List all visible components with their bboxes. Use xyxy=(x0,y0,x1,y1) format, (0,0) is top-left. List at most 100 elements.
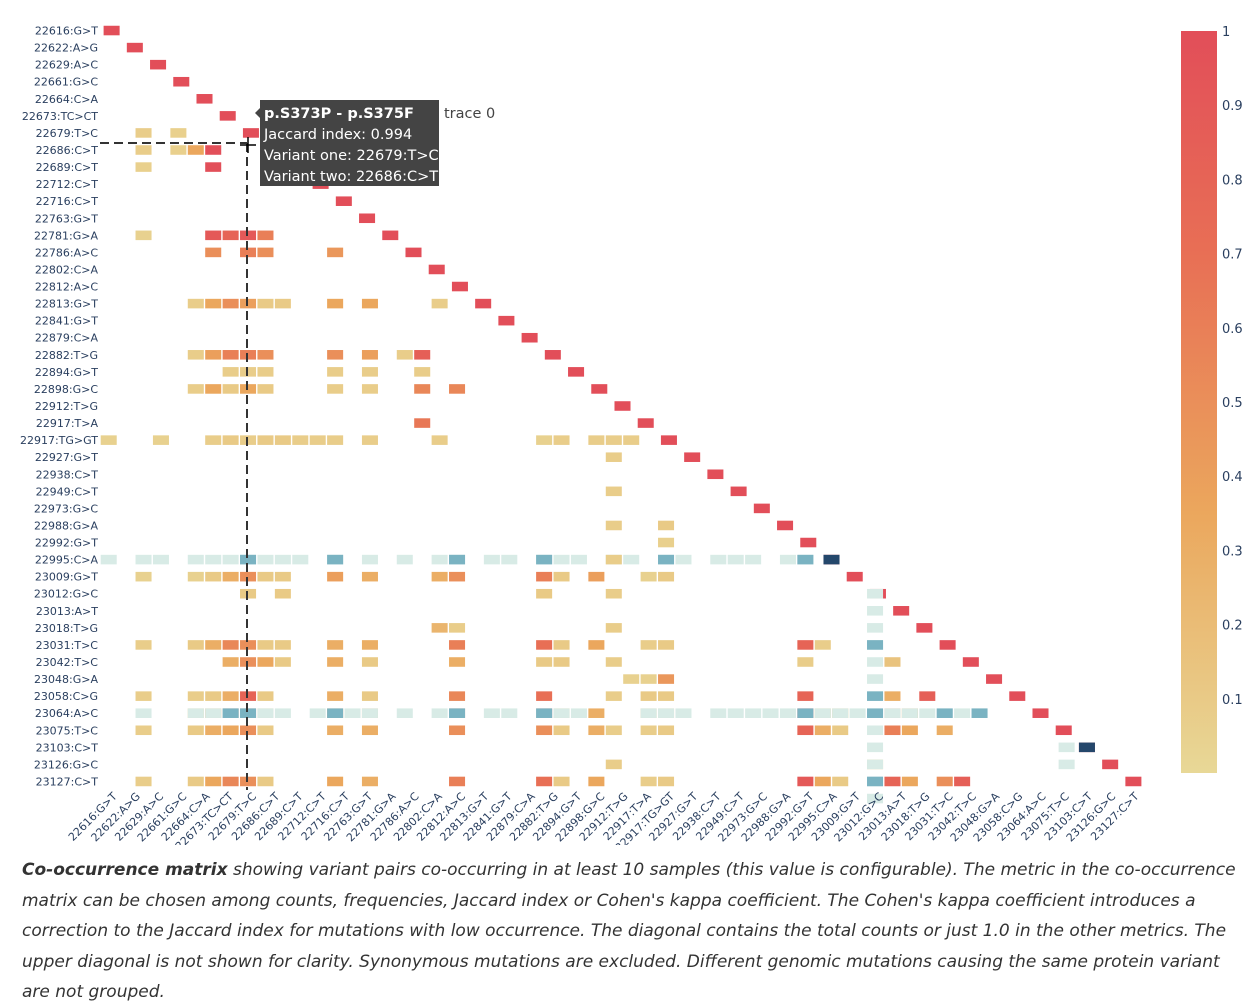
diagonal-cell[interactable] xyxy=(637,418,654,428)
heatmap-cell[interactable] xyxy=(240,435,257,445)
diagonal-cell[interactable] xyxy=(986,674,1003,684)
negative-cell[interactable] xyxy=(901,708,918,718)
heatmap-cell[interactable] xyxy=(327,691,344,701)
negative-cell[interactable] xyxy=(623,554,640,565)
heatmap-cell[interactable] xyxy=(327,571,344,582)
diagonal-cell[interactable] xyxy=(219,111,236,121)
heatmap-cell[interactable] xyxy=(274,588,291,599)
negative-cell[interactable] xyxy=(501,708,518,718)
heatmap-cell[interactable] xyxy=(449,657,466,667)
heatmap-cell[interactable] xyxy=(135,230,152,241)
heatmap-cell[interactable] xyxy=(361,776,378,787)
diagonal-cell[interactable] xyxy=(521,332,538,343)
diagonal-cell[interactable] xyxy=(1055,725,1072,736)
heatmap-cell[interactable] xyxy=(588,571,605,582)
diagonal-cell[interactable] xyxy=(800,537,817,548)
heatmap-cell[interactable] xyxy=(414,367,431,377)
negative-cell[interactable] xyxy=(675,554,692,565)
negative-cell[interactable] xyxy=(867,623,884,633)
heatmap-cell[interactable] xyxy=(361,298,378,309)
diagonal-cell[interactable] xyxy=(196,94,213,104)
heatmap-cell[interactable] xyxy=(414,350,431,360)
heatmap-cell[interactable] xyxy=(449,640,466,650)
diagonal-cell[interactable] xyxy=(962,657,979,667)
negative-cell[interactable] xyxy=(361,554,378,565)
diagonal-cell[interactable] xyxy=(939,640,956,650)
heatmap-cell[interactable] xyxy=(135,691,152,701)
heatmap-cell[interactable] xyxy=(327,657,344,667)
negative-cell[interactable] xyxy=(797,554,814,565)
heatmap-cell[interactable] xyxy=(187,384,204,394)
heatmap-cell[interactable] xyxy=(814,640,831,650)
heatmap-cell[interactable] xyxy=(327,435,344,445)
diagonal-cell[interactable] xyxy=(498,315,515,326)
negative-cell[interactable] xyxy=(205,708,222,718)
heatmap-cell[interactable] xyxy=(100,435,117,445)
heatmap-cell[interactable] xyxy=(327,247,344,258)
negative-cell[interactable] xyxy=(361,708,378,718)
heatmap-cell[interactable] xyxy=(449,384,466,394)
heatmap-cell[interactable] xyxy=(327,350,344,360)
heatmap-cell[interactable] xyxy=(240,350,257,360)
heatmap-cell[interactable] xyxy=(327,640,344,650)
heatmap-cell[interactable] xyxy=(536,640,553,650)
negative-cell[interactable] xyxy=(327,554,344,565)
negative-cell[interactable] xyxy=(344,708,361,718)
heatmap-cell[interactable] xyxy=(170,128,187,138)
heatmap-cell[interactable] xyxy=(257,725,274,736)
negative-cell[interactable] xyxy=(205,554,222,565)
heatmap-cell[interactable] xyxy=(240,298,257,309)
heatmap-cell[interactable] xyxy=(187,350,204,360)
heatmap-cell[interactable] xyxy=(884,657,901,667)
heatmap-cell[interactable] xyxy=(257,640,274,650)
heatmap-cell[interactable] xyxy=(553,657,570,667)
negative-cell[interactable] xyxy=(727,708,744,718)
heatmap-cell[interactable] xyxy=(222,640,239,650)
heatmap-cell[interactable] xyxy=(257,435,274,445)
heatmap-cell[interactable] xyxy=(553,640,570,650)
heatmap-cell[interactable] xyxy=(640,725,657,736)
heatmap-cell[interactable] xyxy=(327,384,344,394)
heatmap-cell[interactable] xyxy=(658,571,675,582)
negative-cell[interactable] xyxy=(867,657,884,667)
diagonal-cell[interactable] xyxy=(1125,776,1142,787)
negative-cell[interactable] xyxy=(327,708,344,718)
negative-cell[interactable] xyxy=(187,708,204,718)
negative-cell[interactable] xyxy=(797,708,814,718)
heatmap-cell[interactable] xyxy=(936,776,953,787)
heatmap-cell[interactable] xyxy=(222,435,239,445)
heatmap-cell[interactable] xyxy=(187,571,204,582)
heatmap-cell[interactable] xyxy=(605,657,622,667)
diagonal-cell[interactable] xyxy=(451,281,468,292)
diagonal-cell[interactable] xyxy=(359,213,376,224)
heatmap-cell[interactable] xyxy=(536,776,553,787)
heatmap-cell[interactable] xyxy=(309,435,326,445)
negative-cell[interactable] xyxy=(867,742,884,753)
heatmap-cell[interactable] xyxy=(257,691,274,701)
heatmap-cell[interactable] xyxy=(222,776,239,787)
heatmap-cell[interactable] xyxy=(658,691,675,701)
heatmap-cell[interactable] xyxy=(605,725,622,736)
heatmap-cell[interactable] xyxy=(274,435,291,445)
heatmap-cell[interactable] xyxy=(222,384,239,394)
diagonal-cell[interactable] xyxy=(428,264,445,275)
negative-cell[interactable] xyxy=(1058,759,1075,770)
negative-cell[interactable] xyxy=(867,606,884,616)
heatmap-cell[interactable] xyxy=(936,725,953,736)
heatmap-cell[interactable] xyxy=(658,725,675,736)
heatmap-cell[interactable] xyxy=(292,435,309,445)
heatmap-cell[interactable] xyxy=(414,418,431,428)
negative-cell[interactable] xyxy=(187,554,204,565)
heatmap-cell[interactable] xyxy=(361,350,378,360)
heatmap-cells[interactable] xyxy=(100,25,1142,804)
negative-cell[interactable] xyxy=(867,674,884,684)
negative-cell[interactable] xyxy=(240,708,257,718)
negative-cell[interactable] xyxy=(396,708,413,718)
negative-cell[interactable] xyxy=(867,691,884,701)
negative-cell[interactable] xyxy=(867,725,884,736)
heatmap-cell[interactable] xyxy=(605,520,622,531)
heatmap-cell[interactable] xyxy=(396,350,413,360)
heatmap-cell[interactable] xyxy=(205,350,222,360)
heatmap-cell[interactable] xyxy=(222,298,239,309)
diagonal-cell[interactable] xyxy=(660,435,677,445)
